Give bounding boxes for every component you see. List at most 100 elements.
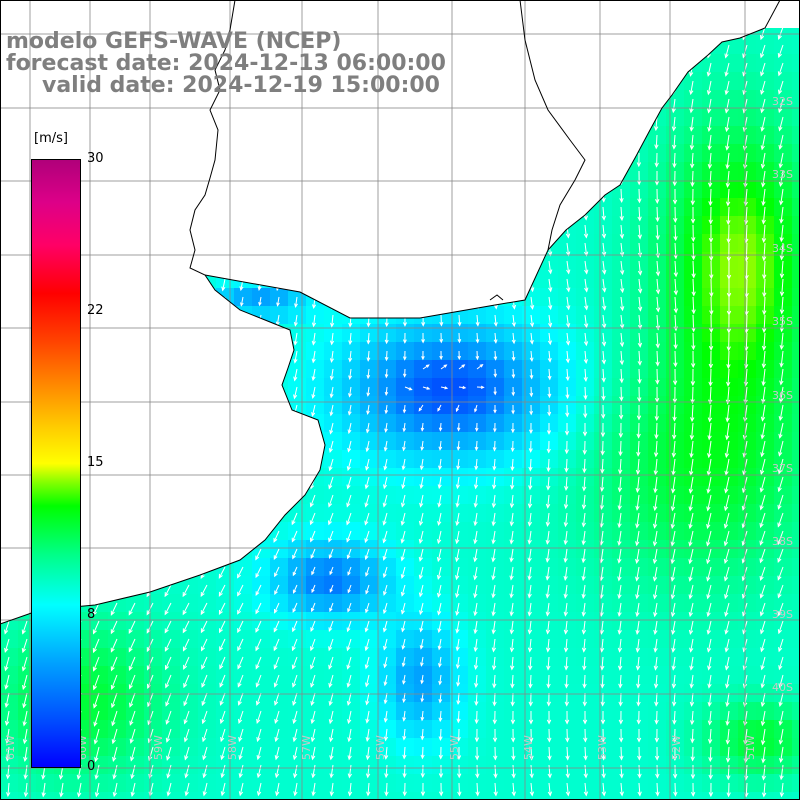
field-cell bbox=[216, 414, 234, 432]
field-cell bbox=[162, 306, 180, 324]
wind-arrow bbox=[329, 224, 335, 239]
wind-arrow bbox=[58, 116, 64, 130]
field-cell bbox=[162, 216, 180, 234]
field-cell bbox=[792, 288, 800, 306]
wind-arrow bbox=[274, 386, 280, 400]
field-cell bbox=[450, 234, 468, 252]
wind-arrow bbox=[184, 386, 190, 400]
field-cell bbox=[252, 180, 270, 198]
field-cell bbox=[450, 72, 468, 90]
wind-arrow bbox=[457, 242, 462, 257]
wind-arrow bbox=[635, 98, 641, 113]
wind-arrow bbox=[112, 404, 118, 419]
field-cell bbox=[198, 126, 216, 144]
field-cell bbox=[198, 414, 216, 432]
wind-arrow bbox=[473, 28, 478, 41]
field-cell bbox=[468, 54, 486, 72]
field-cell bbox=[270, 342, 288, 360]
wind-arrow bbox=[182, 548, 190, 562]
wind-arrow bbox=[129, 9, 135, 20]
field-cell bbox=[342, 126, 360, 144]
wind-arrow bbox=[256, 206, 262, 221]
field-cell bbox=[792, 396, 800, 414]
field-cell bbox=[720, 0, 738, 18]
field-cell bbox=[378, 144, 396, 162]
wind-arrow bbox=[256, 188, 262, 203]
field-cell bbox=[216, 180, 234, 198]
field-cell bbox=[558, 72, 576, 90]
field-cell bbox=[252, 108, 270, 126]
field-cell bbox=[486, 72, 504, 90]
wind-arrow bbox=[311, 224, 316, 239]
wind-arrow bbox=[112, 422, 118, 436]
wind-arrow bbox=[166, 350, 172, 365]
wind-arrow bbox=[688, 28, 694, 41]
field-cell bbox=[234, 504, 252, 522]
wind-arrow bbox=[3, 602, 10, 617]
wind-arrow bbox=[419, 98, 424, 113]
field-cell bbox=[288, 108, 306, 126]
wind-arrow bbox=[292, 188, 298, 203]
wind-arrow bbox=[653, 98, 659, 113]
field-cell bbox=[90, 576, 108, 594]
wind-arrow bbox=[528, 9, 531, 21]
wind-arrow bbox=[348, 260, 353, 275]
wind-arrow bbox=[419, 9, 423, 21]
wind-arrow bbox=[273, 476, 280, 490]
wind-arrow bbox=[4, 458, 10, 473]
field-cell bbox=[90, 432, 108, 450]
wind-arrow bbox=[329, 206, 334, 221]
wind-arrow bbox=[437, 98, 442, 113]
wind-arrow bbox=[511, 242, 517, 257]
wind-arrow bbox=[220, 368, 226, 383]
wind-arrow bbox=[6, 260, 11, 275]
field-cell bbox=[234, 450, 252, 468]
field-cell bbox=[450, 198, 468, 216]
field-cell bbox=[0, 594, 18, 612]
field-cell bbox=[216, 162, 234, 180]
wind-arrow bbox=[493, 188, 498, 203]
wind-arrow bbox=[383, 170, 389, 185]
field-cell bbox=[252, 432, 270, 450]
wind-arrow bbox=[383, 116, 388, 131]
field-cell bbox=[468, 270, 486, 288]
field-cell bbox=[648, 36, 666, 54]
wind-arrow bbox=[237, 134, 244, 148]
field-cell bbox=[0, 288, 18, 306]
wind-arrow bbox=[274, 9, 279, 20]
wind-arrow bbox=[219, 476, 226, 490]
wind-arrow bbox=[528, 134, 534, 149]
wind-arrow bbox=[93, 530, 100, 544]
field-cell bbox=[252, 0, 270, 18]
wind-arrow bbox=[457, 224, 462, 239]
field-cell bbox=[180, 504, 198, 522]
field-cell bbox=[666, 36, 684, 54]
wind-arrow bbox=[311, 242, 316, 257]
field-cell bbox=[162, 522, 180, 540]
wind-arrow bbox=[239, 314, 244, 327]
field-cell bbox=[792, 180, 800, 198]
wind-arrow bbox=[310, 9, 315, 20]
field-cell bbox=[144, 468, 162, 486]
wind-arrow bbox=[128, 584, 136, 598]
wind-arrow bbox=[273, 458, 280, 472]
field-cell bbox=[414, 126, 432, 144]
field-cell bbox=[702, 0, 720, 18]
wind-arrow bbox=[346, 9, 351, 21]
field-cell bbox=[144, 306, 162, 324]
wind-arrow bbox=[456, 152, 461, 167]
wind-arrow bbox=[600, 116, 605, 131]
wind-arrow bbox=[183, 440, 190, 454]
field-cell bbox=[792, 540, 800, 558]
field-cell bbox=[108, 504, 126, 522]
valid-date: valid date: 2024-12-19 15:00:00 bbox=[42, 73, 440, 98]
field-cell bbox=[36, 0, 54, 18]
wind-arrow bbox=[383, 134, 388, 149]
field-cell bbox=[792, 72, 800, 90]
wind-arrow bbox=[778, 9, 783, 21]
wind-arrow bbox=[401, 116, 406, 131]
field-cell bbox=[378, 288, 396, 306]
field-cell bbox=[378, 198, 396, 216]
wind-arrow bbox=[202, 242, 208, 257]
